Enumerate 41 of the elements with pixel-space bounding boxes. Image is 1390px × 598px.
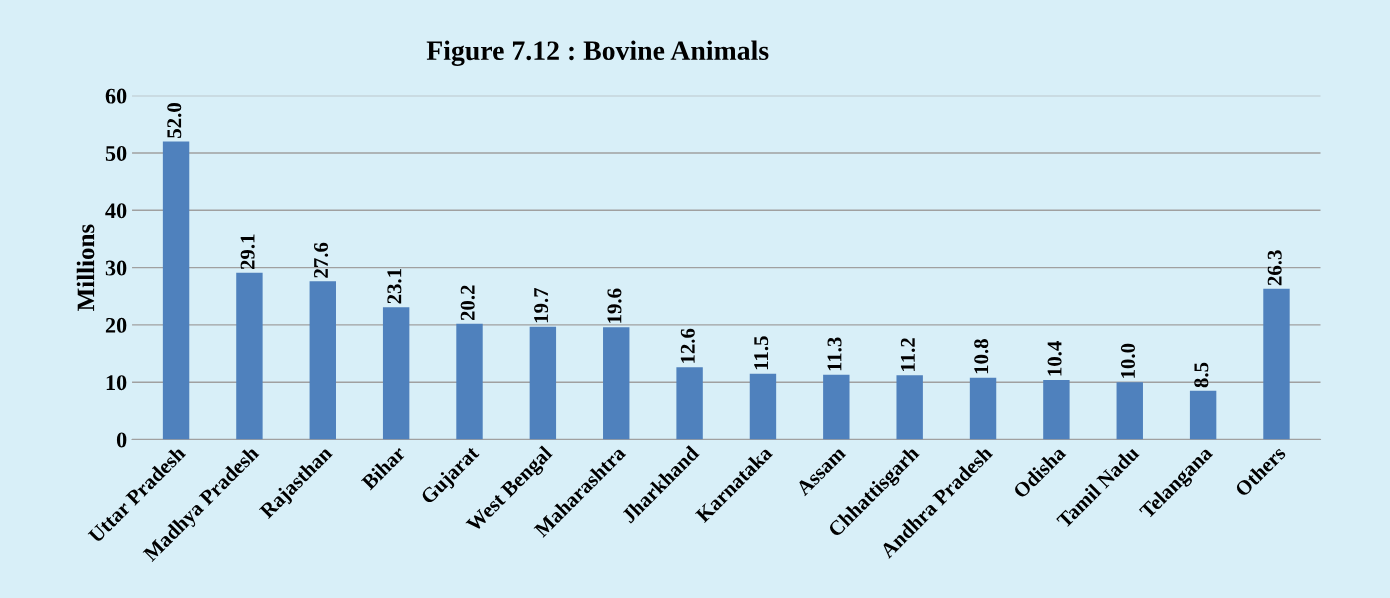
data-label: 29.1 [240, 234, 255, 270]
data-label: 10.4 [1047, 341, 1062, 376]
y-axis-title: Millions [76, 224, 95, 311]
data-label: 23.1 [387, 268, 402, 304]
data-label: 11.2 [900, 338, 915, 371]
bar [309, 281, 336, 440]
chart-title: Figure 7.12 : Bovine Animals [426, 40, 769, 66]
data-label: 8.5 [1194, 362, 1209, 388]
bar [162, 141, 190, 440]
data-label: 11.5 [754, 336, 769, 370]
bar [823, 374, 850, 440]
data-label: 52.0 [167, 103, 182, 138]
bar [1189, 390, 1217, 440]
y-tick-label: 50 [105, 145, 127, 161]
data-label: 26.3 [1267, 250, 1282, 286]
data-label: 12.6 [680, 328, 695, 363]
data-label: 19.7 [534, 287, 549, 323]
bar [1263, 288, 1290, 440]
y-tick-label: 40 [105, 203, 127, 219]
y-tick-label: 60 [105, 88, 127, 104]
data-label: 10.8 [974, 339, 989, 374]
bar [456, 323, 483, 440]
bar [749, 373, 777, 440]
data-label: 20.2 [460, 285, 475, 321]
bar [529, 326, 557, 440]
y-tick-label: 30 [105, 260, 127, 276]
y-tick-label: 20 [105, 317, 127, 333]
bar [382, 307, 410, 440]
y-tick-label: 0 [116, 432, 127, 448]
bar [603, 327, 630, 440]
bar [1116, 382, 1143, 440]
data-label: 10.0 [1120, 343, 1136, 378]
bar [1043, 379, 1070, 440]
bar [896, 375, 923, 440]
bar [676, 367, 703, 440]
y-tick-label: 10 [106, 375, 127, 391]
bar [969, 377, 997, 440]
data-label: 19.6 [607, 288, 622, 323]
data-label: 27.6 [314, 242, 329, 278]
data-label: 11.3 [827, 337, 842, 371]
bar [236, 272, 263, 440]
